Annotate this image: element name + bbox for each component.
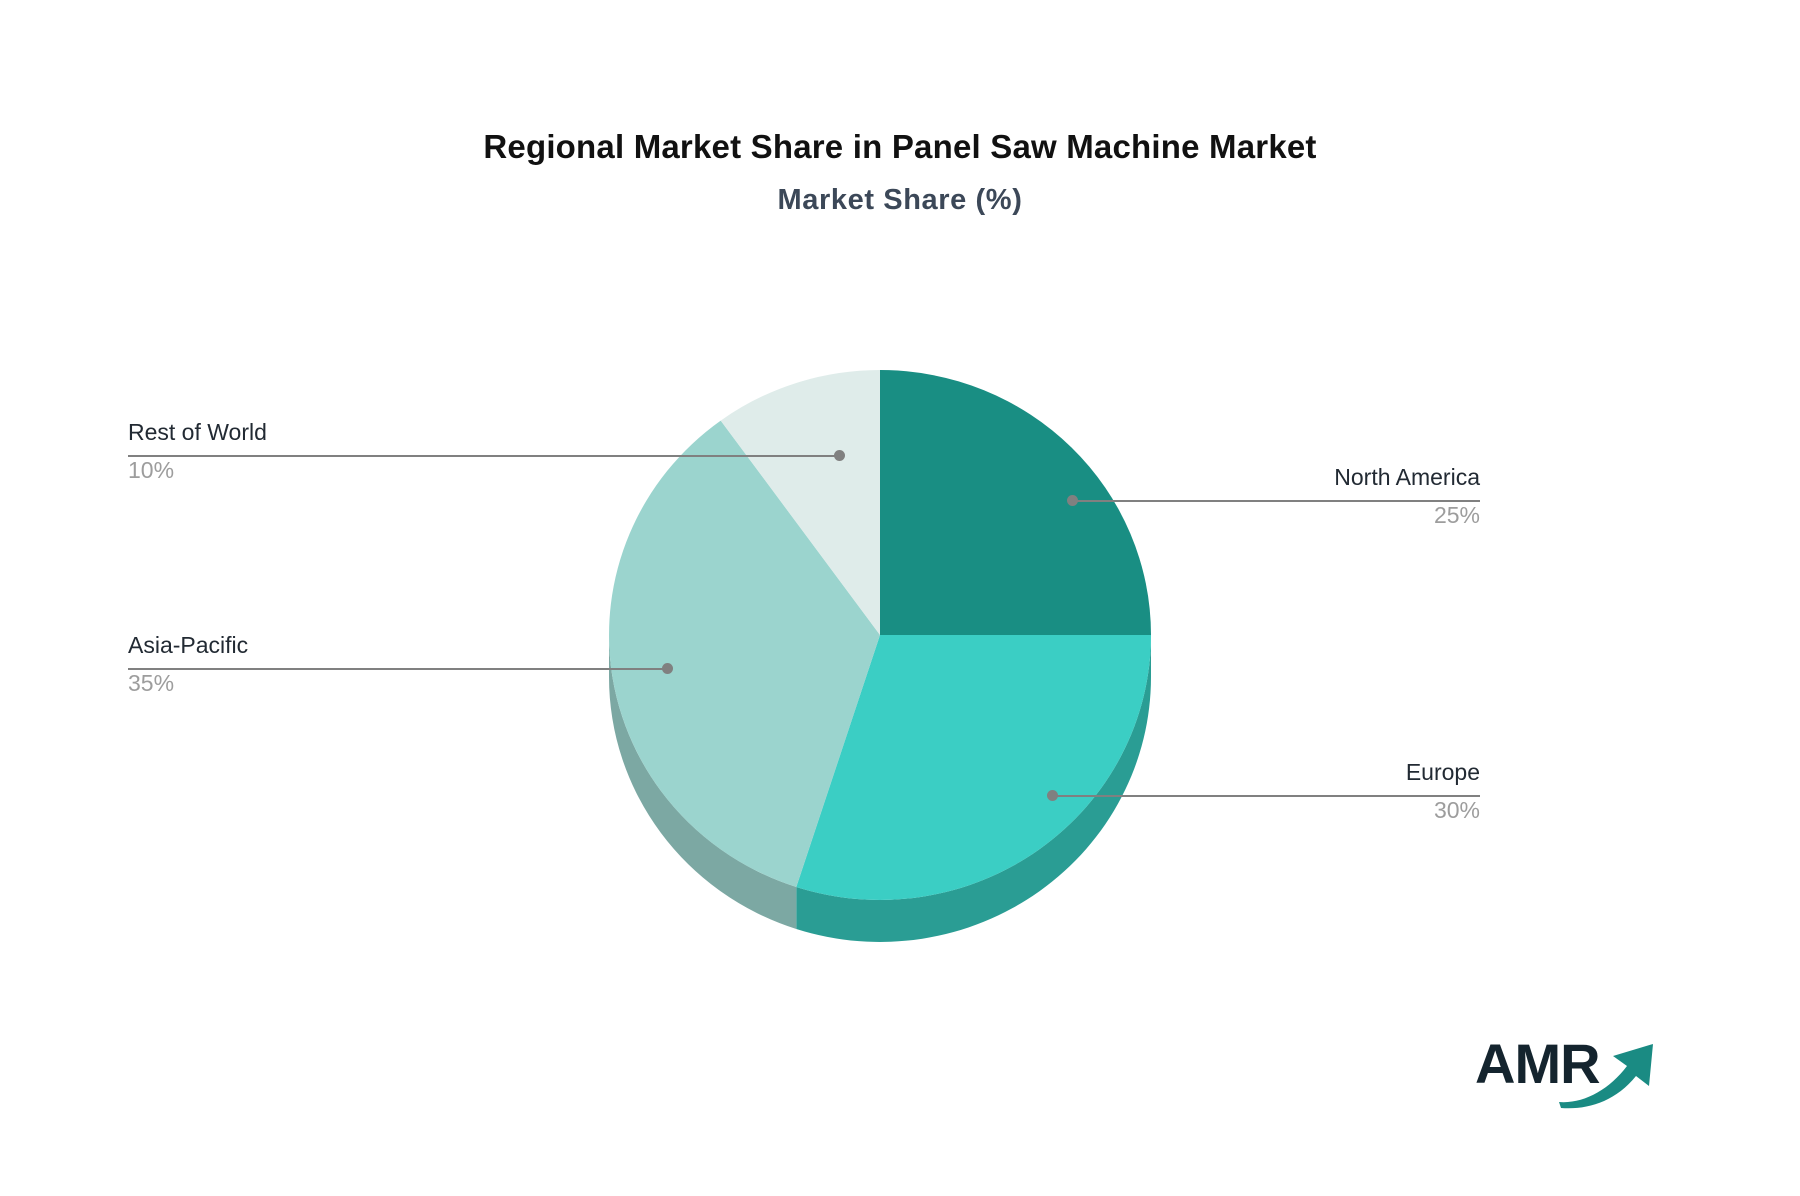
callout-label-north-america: North America bbox=[1334, 464, 1480, 490]
pie-chart bbox=[575, 370, 1235, 960]
callout-value-north-america: 25% bbox=[1433, 502, 1480, 528]
callout-rest-of-world: Rest of World 10% bbox=[128, 417, 428, 485]
growth-arrow-icon bbox=[1559, 1044, 1653, 1109]
callout-north-america: North America 25% bbox=[1180, 462, 1480, 530]
leader-line-europe bbox=[1052, 795, 1480, 797]
leader-dot-europe bbox=[1047, 790, 1058, 801]
chart-subtitle: Market Share (%) bbox=[777, 184, 1023, 216]
pie-side-europe bbox=[796, 635, 1151, 942]
amr-logo-text: AMR bbox=[1475, 1032, 1601, 1095]
callout-value-rest-of-world: 10% bbox=[128, 457, 175, 483]
leader-line-rest-of-world bbox=[128, 455, 840, 457]
callout-label-rest-of-world: Rest of World bbox=[128, 419, 267, 445]
callout-label-asia-pacific: Asia-Pacific bbox=[128, 632, 249, 658]
pie-side-asia-pacific bbox=[609, 635, 797, 929]
leader-dot-asia-pacific bbox=[662, 663, 673, 674]
callout-value-europe: 30% bbox=[1433, 797, 1480, 823]
amr-logo: AMR bbox=[1475, 1030, 1655, 1110]
pie-slice-rest-of-world bbox=[720, 370, 880, 635]
pie-slice-europe bbox=[796, 635, 1151, 900]
leader-dot-rest-of-world bbox=[834, 450, 845, 461]
callout-europe: Europe 30% bbox=[1180, 757, 1480, 825]
chart-title: Regional Market Share in Panel Saw Machi… bbox=[483, 128, 1317, 165]
pie-slice-north-america bbox=[880, 370, 1151, 635]
callout-value-asia-pacific: 35% bbox=[128, 670, 175, 696]
callout-asia-pacific: Asia-Pacific 35% bbox=[128, 630, 428, 698]
pie-slice-asia-pacific bbox=[609, 420, 880, 887]
leader-dot-north-america bbox=[1067, 495, 1078, 506]
leader-line-north-america bbox=[1072, 500, 1480, 502]
callout-label-europe: Europe bbox=[1405, 759, 1480, 785]
pie-chart-svg bbox=[609, 370, 1151, 942]
leader-line-asia-pacific bbox=[128, 668, 668, 670]
